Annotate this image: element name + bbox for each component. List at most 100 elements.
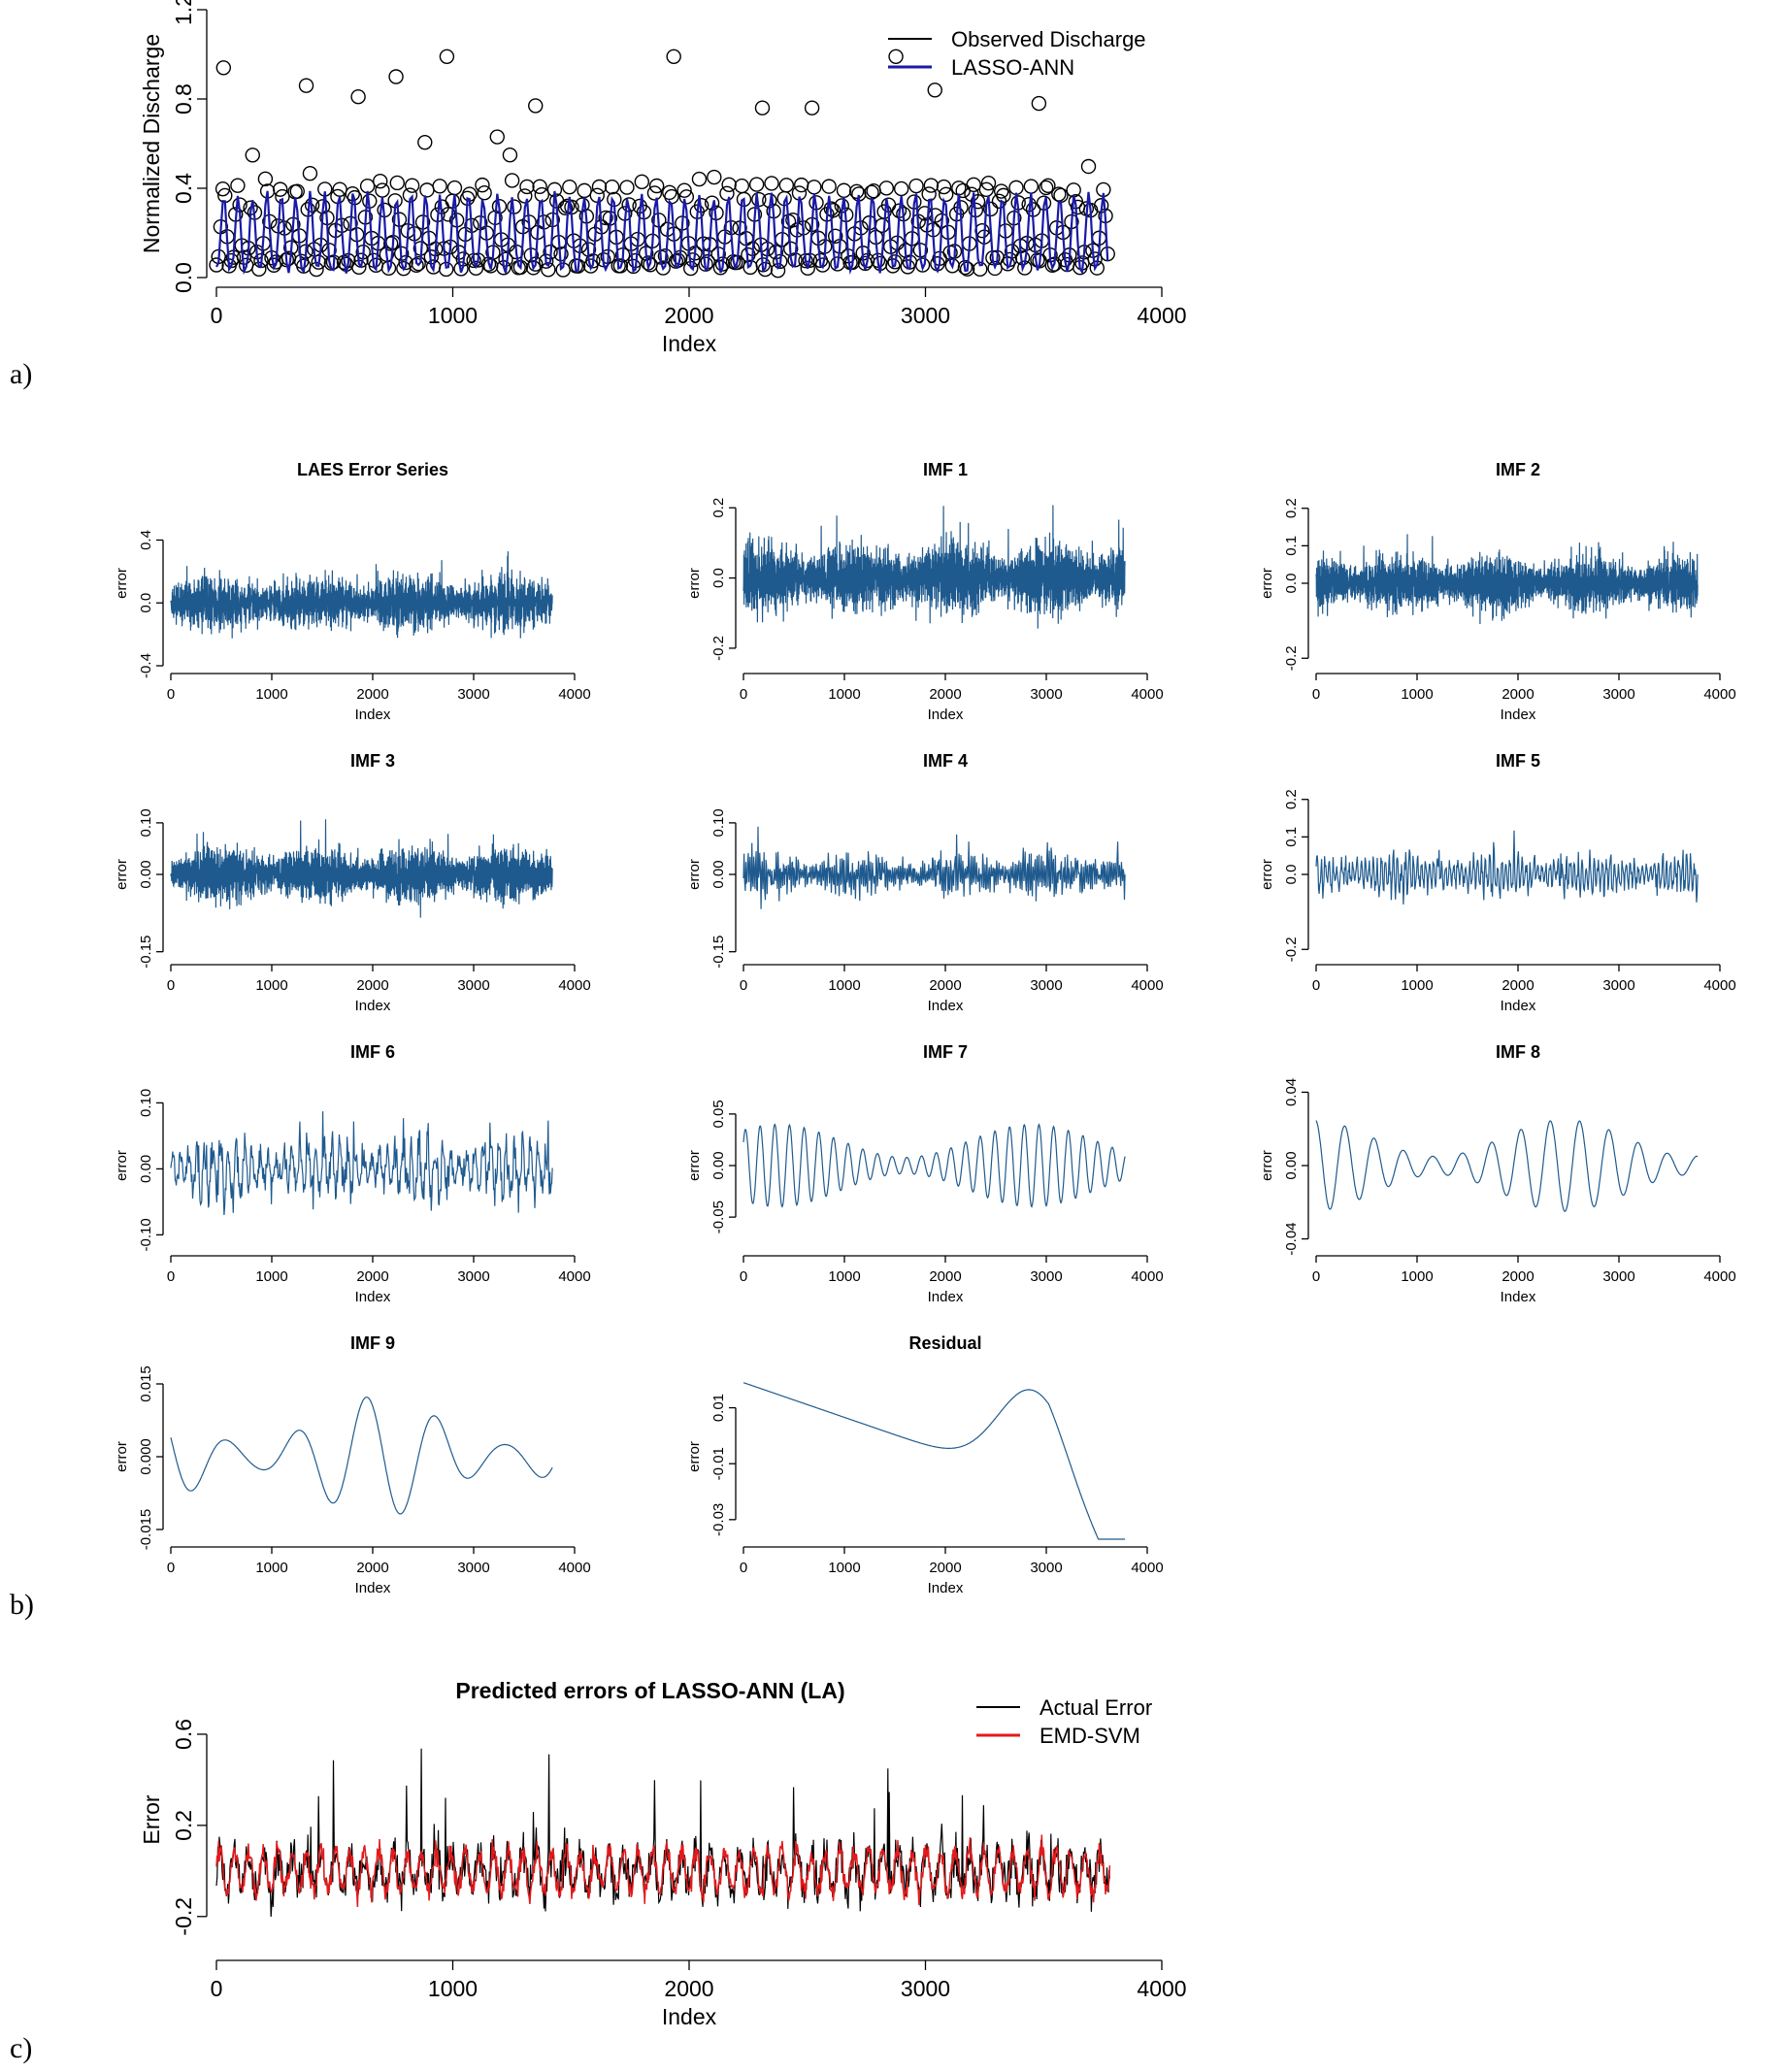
- x-tick-label: 1000: [828, 1560, 860, 1576]
- observed-point: [383, 236, 399, 251]
- x-tick-label: 0: [167, 686, 175, 703]
- observed-point: [719, 185, 735, 201]
- subplot-title: IMF 1: [923, 460, 968, 479]
- y-tick-label: -0.01: [710, 1447, 727, 1480]
- x-tick-label: 4000: [1703, 977, 1735, 994]
- x-tick-label: 1000: [255, 1560, 287, 1576]
- x-axis-label: Index: [355, 707, 391, 723]
- x-tick-label: 3000: [457, 1268, 489, 1285]
- imf-subplot: 0 1000 2000 3000 4000 Index -0.2 0.0 0.1 0.2 error…: [1259, 751, 1736, 1014]
- x-axis-label: Index: [928, 707, 964, 723]
- x-tick-label: 2000: [356, 686, 388, 703]
- x-tick-label: 4000: [558, 977, 590, 994]
- observed-point: [966, 177, 981, 193]
- y-tick-label: -0.2: [1283, 645, 1300, 671]
- y-axis-label: error: [686, 568, 703, 599]
- x-tick-label: 0: [167, 1268, 175, 1285]
- observed-point: [404, 178, 420, 193]
- x-tick-label: 0: [740, 1560, 747, 1576]
- y-tick-label: -0.4: [138, 653, 154, 678]
- y-axis-label: error: [686, 859, 703, 890]
- x-tick-label: 3000: [457, 686, 489, 703]
- observed-point: [311, 254, 326, 270]
- legend-label-lasso: LASSO-ANN: [951, 55, 1074, 80]
- y-axis-label: error: [686, 1150, 703, 1181]
- x-tick-label: 0: [167, 1560, 175, 1576]
- observed-point: [257, 171, 274, 187]
- subplot-title: IMF 2: [1496, 460, 1540, 479]
- observed-point: [957, 259, 974, 276]
- subplot-title: Residual: [908, 1333, 981, 1353]
- subplot-title: LAES Error Series: [297, 460, 448, 479]
- observed-peak-point: [666, 49, 681, 64]
- imf-subplot: 0 1000 2000 3000 4000 Index -0.4 0.0 0.4 error LAE…: [114, 460, 591, 723]
- observed-point: [664, 188, 679, 205]
- subplot-title: IMF 8: [1496, 1042, 1540, 1062]
- x-tick-label: 2000: [1502, 977, 1534, 994]
- observed-point: [517, 188, 533, 204]
- observed-point: [577, 182, 592, 199]
- y-tick-label: 0.0: [1283, 865, 1300, 885]
- observed-peak-point: [350, 88, 366, 105]
- y-axis-label: error: [1259, 859, 1275, 890]
- observed-peak-point: [888, 49, 904, 64]
- x-axis-label: Index: [1501, 998, 1536, 1014]
- observed-peak-point: [804, 100, 820, 115]
- chart-title: Predicted errors of LASSO-ANN (LA): [455, 1678, 844, 1703]
- chart-b-imf-grid: 0 1000 2000 3000 4000 Index -0.4 0.0 0.4 error LAE…: [114, 460, 1736, 1596]
- observed-point: [589, 187, 605, 203]
- observed-point: [1044, 257, 1060, 274]
- observed-point: [1080, 158, 1097, 175]
- y-tick-label: 0.4: [171, 173, 196, 204]
- x-tick-label: 0: [740, 686, 747, 703]
- observed-point: [619, 180, 635, 195]
- observed-point: [874, 217, 890, 233]
- observed-point: [1051, 186, 1067, 202]
- subplot-title: IMF 7: [923, 1042, 968, 1062]
- x-tick-label: 1000: [255, 1268, 287, 1285]
- observed-point: [748, 177, 765, 192]
- x-tick-label: 1000: [1401, 1268, 1433, 1285]
- observed-point: [828, 228, 843, 245]
- y-tick-label: -0.2: [1283, 937, 1300, 962]
- x-axis-label: Index: [1501, 1289, 1536, 1305]
- y-tick-label: 0.2: [171, 1810, 196, 1841]
- observed-point: [389, 175, 405, 191]
- x-tick-label: 4000: [558, 1560, 590, 1576]
- subplot-title: IMF 3: [350, 751, 395, 771]
- observed-point: [678, 189, 695, 205]
- observed-peak-point: [528, 98, 544, 114]
- observed-point: [612, 258, 629, 274]
- observed-point: [273, 181, 288, 197]
- observed-point: [209, 257, 224, 273]
- x-tick-label: 0: [1312, 686, 1320, 703]
- observed-point: [359, 178, 376, 194]
- observed-point: [1038, 180, 1054, 196]
- observed-point: [800, 260, 815, 277]
- imf-series-line: [170, 819, 553, 918]
- y-axis-label: error: [114, 568, 130, 599]
- observed-point: [778, 178, 795, 193]
- y-tick-label: 0.4: [138, 530, 154, 550]
- observed-point: [525, 260, 542, 276]
- imf-subplot: 0 1000 2000 3000 4000 Index -0.15 0.00 0.10 error…: [686, 751, 1164, 1014]
- subplot-title: IMF 9: [350, 1333, 395, 1353]
- imf-subplot: 0 1000 2000 3000 4000 Index -0.015 0.000 0.015 er…: [114, 1333, 591, 1596]
- observed-peak-point: [298, 78, 314, 93]
- x-tick-label: 2000: [929, 686, 961, 703]
- x-tick-label: 3000: [901, 303, 950, 328]
- y-tick-label: 0.0: [138, 593, 154, 613]
- x-axis-label: Index: [1501, 707, 1536, 723]
- y-tick-label: 0.00: [138, 1155, 154, 1183]
- observed-point: [411, 255, 426, 272]
- observed-point: [214, 181, 231, 197]
- observed-point: [245, 148, 260, 163]
- observed-point: [446, 180, 463, 196]
- x-tick-label: 3000: [1602, 977, 1634, 994]
- legend-label-observed: Observed Discharge: [951, 27, 1146, 51]
- y-tick-label: 0.0: [1283, 574, 1300, 594]
- x-axis-label: Index: [355, 998, 391, 1014]
- x-axis-label: Index: [355, 1580, 391, 1596]
- observed-peak-point: [754, 100, 771, 115]
- x-tick-label: 4000: [1137, 1976, 1186, 2001]
